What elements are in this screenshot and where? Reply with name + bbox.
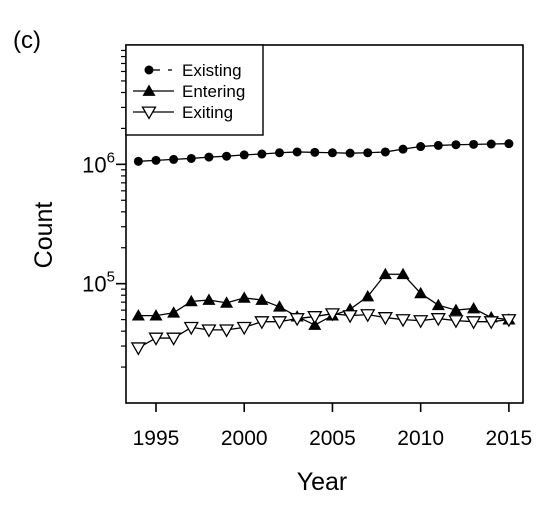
data-point — [413, 315, 429, 329]
x-tick-label: 2015 — [486, 427, 533, 450]
legend-entry-entering: Entering — [133, 82, 245, 101]
data-point — [257, 149, 267, 159]
data-point — [363, 148, 373, 158]
data-point — [167, 306, 181, 318]
data-point — [469, 139, 479, 149]
data-point — [166, 332, 182, 346]
data-point — [183, 321, 199, 336]
data-point — [504, 139, 514, 149]
series-exiting — [130, 308, 517, 356]
data-point — [327, 148, 337, 158]
data-point — [292, 147, 302, 157]
data-point — [486, 139, 496, 149]
legend-label: Entering — [182, 82, 245, 101]
data-point — [416, 142, 426, 152]
data-point — [342, 310, 358, 324]
data-point — [361, 290, 375, 302]
data-point — [345, 148, 355, 158]
data-point — [380, 147, 390, 157]
data-point — [465, 316, 482, 330]
x-tick-label: 2010 — [397, 427, 444, 450]
data-point — [433, 140, 443, 150]
series-line — [138, 313, 509, 349]
y-axis: 105 106 — [82, 49, 126, 368]
series-line — [138, 273, 509, 326]
data-point — [236, 321, 252, 336]
data-point — [377, 312, 393, 326]
data-point — [273, 300, 287, 312]
data-point — [431, 298, 445, 311]
data-point — [131, 309, 145, 321]
data-point — [169, 154, 179, 164]
data-point — [310, 147, 320, 157]
data-point — [378, 267, 392, 280]
data-point — [448, 315, 464, 329]
data-point — [451, 140, 461, 150]
data-point — [149, 309, 163, 321]
legend-marker — [144, 65, 154, 75]
legend-marker — [142, 84, 156, 96]
data-point — [275, 148, 285, 158]
data-point — [204, 152, 214, 162]
x-axis: 1995 2000 2005 2010 2015 — [133, 403, 533, 450]
data-point — [449, 303, 463, 316]
data-point — [218, 324, 235, 338]
data-point — [395, 314, 411, 328]
panel-label: (c) — [13, 27, 41, 54]
data-point — [398, 144, 408, 154]
data-point — [271, 316, 288, 330]
data-point — [222, 151, 232, 161]
series-existing — [133, 139, 514, 166]
legend-entry-existing: Existing — [144, 61, 242, 80]
data-point — [414, 286, 428, 299]
data-point — [148, 332, 164, 346]
series-layer — [130, 139, 517, 356]
data-point — [186, 153, 196, 163]
series-line — [138, 143, 509, 162]
data-point — [239, 150, 249, 160]
data-point — [324, 308, 341, 322]
x-tick-label: 1995 — [133, 427, 180, 450]
data-point — [396, 267, 410, 280]
x-tick-label: 2000 — [221, 427, 268, 450]
data-point — [130, 342, 146, 356]
data-point — [289, 313, 305, 327]
x-tick-label: 2005 — [309, 427, 356, 450]
y-tick-label: 106 — [82, 149, 115, 177]
data-point — [255, 293, 269, 305]
data-point — [254, 316, 270, 330]
data-point — [184, 294, 198, 307]
y-tick-label: 105 — [82, 269, 115, 297]
legend: Existing Entering Exiting — [125, 44, 264, 136]
data-point — [430, 313, 446, 327]
legend-label: Existing — [182, 61, 242, 80]
data-point — [151, 155, 161, 165]
data-point — [220, 296, 234, 308]
data-point — [237, 291, 251, 303]
legend-label: Exiting — [182, 103, 233, 122]
data-point — [360, 309, 376, 323]
data-point — [501, 314, 517, 328]
data-point — [201, 324, 217, 338]
data-point — [467, 301, 481, 314]
y-axis-title: Count — [30, 202, 58, 269]
x-axis-title: Year — [297, 468, 348, 496]
legend-marker — [141, 106, 157, 120]
legend-entry-exiting: Exiting — [133, 103, 233, 122]
data-point — [133, 156, 143, 166]
data-point — [307, 311, 323, 325]
data-point — [483, 316, 499, 330]
plot-frame — [125, 44, 524, 404]
data-point — [202, 293, 216, 305]
